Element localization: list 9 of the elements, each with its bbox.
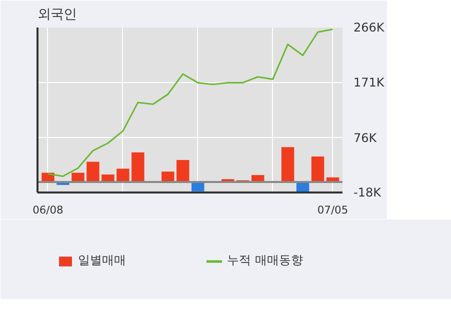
y-tick-label: -18K [354, 186, 382, 200]
y-tick-label: 76K [354, 130, 378, 145]
x-tick-label: 06/08 [32, 204, 64, 216]
chart-title: 외국인 [38, 8, 76, 22]
y-tick-label: 266K [354, 20, 386, 34]
legend-label: 일별매매 [78, 252, 126, 269]
legend-label: 누적 매매동향 [227, 252, 303, 269]
x-tick-label: 07/05 [317, 204, 348, 216]
y-tick-label: 171K [354, 76, 386, 90]
